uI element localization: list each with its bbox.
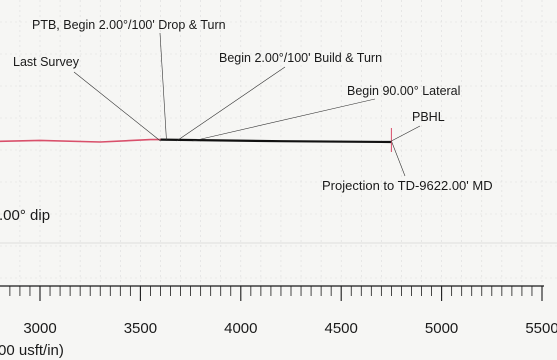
annotation-leader — [391, 125, 421, 142]
annotation-leader — [176, 66, 286, 142]
x-tick-label: 3500 — [124, 320, 157, 337]
annotation-leader — [159, 32, 167, 142]
x-tick-label: 4000 — [224, 320, 257, 337]
annotation-ptb-drop-turn: PTB, Begin 2.00°/100' Drop & Turn — [32, 18, 226, 32]
annotation-leaders — [73, 32, 421, 177]
x-axis-label: 00 usft/in) — [0, 342, 64, 359]
x-tick-label: 5500 — [525, 320, 557, 337]
grid — [0, 0, 557, 286]
annotation-leader — [391, 140, 406, 177]
annotation-leader — [192, 98, 376, 142]
dip-label: .00° dip — [0, 207, 50, 224]
annotation-lateral: Begin 90.00° Lateral — [347, 84, 460, 98]
annotation-projection-td: Projection to TD-9622.00' MD — [322, 178, 493, 193]
x-tick-label: 4500 — [325, 320, 358, 337]
x-tick-label: 3000 — [23, 320, 56, 337]
series-line-1 — [0, 138, 161, 143]
x-axis: 3000 3500 4000 4500 5000 5500 — [0, 285, 557, 337]
annotation-build-turn: Begin 2.00°/100' Build & Turn — [219, 51, 382, 65]
annotation-leader — [73, 71, 161, 142]
x-tick-label: 5000 — [425, 320, 458, 337]
annotation-last-survey: Last Survey — [13, 55, 80, 69]
wellbore-paths — [0, 128, 392, 152]
series-line-2 — [160, 138, 392, 144]
annotation-pbhl: PBHL — [412, 110, 445, 124]
